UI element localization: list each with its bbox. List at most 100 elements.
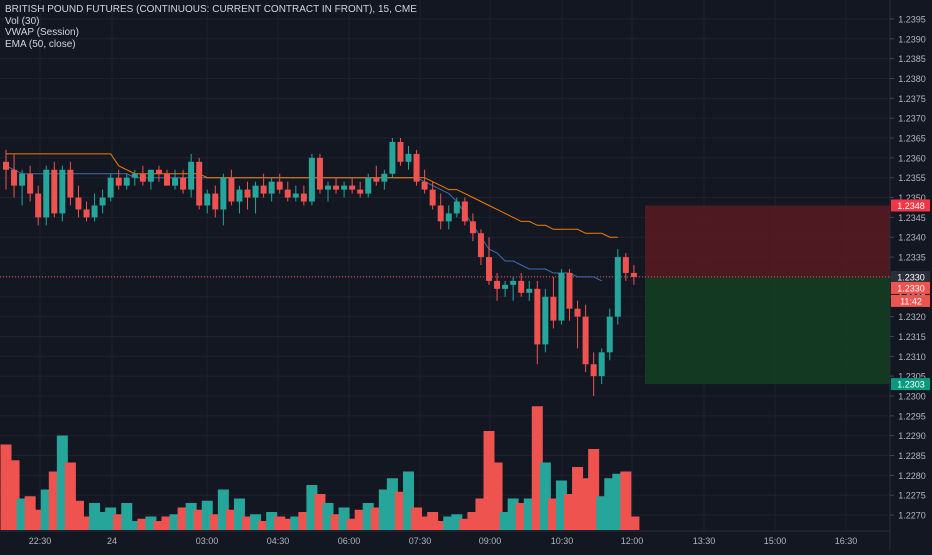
time-axis[interactable]: 22:30 24 03:00 04:30 06:00 07:30 09:00 10:30 12:…: [0, 530, 890, 546]
candle-body: [204, 193, 211, 206]
volume-bar: [314, 494, 326, 530]
volume-bar: [507, 498, 519, 530]
volume-bar: [193, 509, 205, 530]
volume-bar: [258, 521, 270, 530]
candle-body: [99, 197, 106, 206]
bar-countdown-label-bg: [891, 294, 930, 307]
volume-bar: [217, 489, 229, 530]
volume-bar: [81, 516, 92, 530]
price-axis[interactable]: 1.2395 1.2390 1.2385 1.2380 1.2375 1.2370 1.23…: [890, 14, 926, 521]
candle-body: [107, 177, 114, 198]
volume-bar: [419, 516, 431, 530]
volume-bar: [555, 480, 567, 530]
candle-body: [252, 185, 259, 198]
volume-bar: [225, 509, 237, 530]
candle-body: [582, 316, 589, 365]
candle-body: [276, 181, 283, 190]
indicator-vwap[interactable]: VWAP (Session): [5, 27, 79, 38]
candle-body: [429, 189, 436, 206]
take-profit-zone: [645, 276, 890, 385]
candle-body: [614, 257, 621, 317]
price-tick-label: 1.2305: [898, 372, 926, 382]
candle-body: [308, 157, 315, 202]
candle-body: [11, 169, 18, 186]
volume-bar: [386, 478, 398, 530]
volume-bar: [290, 516, 302, 530]
volume-bar: [483, 431, 495, 530]
price-tick-label: 1.2290: [898, 431, 926, 441]
indicator-volume[interactable]: Vol (30): [5, 15, 40, 27]
volume-bar: [588, 449, 600, 530]
candle-body: [461, 201, 468, 222]
indicator-ema[interactable]: EMA (50, close): [5, 38, 76, 50]
price-tick-label: 1.2270: [898, 511, 926, 521]
candle-body: [357, 189, 364, 194]
candle-body: [43, 169, 50, 218]
last-price-label-bg: [891, 281, 930, 294]
volume-bar: [564, 494, 575, 530]
volume-bar: [105, 507, 117, 530]
candle-body: [19, 173, 26, 186]
candle-body: [518, 280, 525, 293]
volume-bar: [16, 498, 28, 530]
candle-body: [260, 185, 267, 194]
candle-body: [526, 288, 533, 293]
target-price-label-bg: [891, 378, 930, 391]
volume-bar: [531, 406, 543, 530]
candle-body: [606, 316, 613, 353]
candle-body: [542, 296, 549, 345]
volume-bar: [266, 512, 278, 530]
volume-bar: [145, 516, 157, 530]
volume-bar: [467, 512, 479, 530]
price-tick-label: 1.2390: [898, 34, 926, 44]
volume-bar: [322, 503, 334, 530]
volume-bar: [129, 521, 141, 530]
volume-bar: [403, 471, 414, 530]
candle-body: [341, 185, 348, 190]
volume-bar: [370, 507, 382, 530]
time-tick-label: 12:00: [621, 536, 644, 546]
candle-body: [494, 280, 501, 289]
candle-body: [292, 193, 299, 198]
stop-price-label: 1.2348: [897, 201, 925, 211]
time-tick-label: 10:30: [551, 536, 574, 546]
candle-body: [212, 193, 219, 210]
candle-body: [333, 185, 340, 190]
candle-body: [381, 173, 388, 182]
price-tick-label: 1.2335: [898, 253, 926, 263]
volume-bar: [523, 498, 535, 530]
price-tick-label: 1.2385: [898, 54, 926, 64]
volume-bar: [427, 512, 439, 530]
time-tick-label: 13:30: [693, 536, 716, 546]
volume-bar: [64, 462, 76, 530]
candle-body: [123, 177, 130, 186]
volume-bar: [250, 514, 262, 530]
price-tick-label: 1.2285: [898, 451, 926, 461]
volume-bar: [153, 521, 165, 530]
candle-body: [349, 185, 356, 190]
time-tick-label: 03:00: [196, 536, 219, 546]
symbol-title[interactable]: BRITISH POUND FUTURES (CONTINUOUS: CURRE…: [5, 4, 417, 15]
candle-body: [550, 296, 557, 321]
candle-body: [196, 161, 203, 206]
volume-bar: [89, 503, 101, 530]
candle-body: [453, 201, 460, 214]
candle-body: [421, 181, 428, 190]
volume-bar: [137, 518, 149, 530]
candle-body: [477, 233, 484, 258]
volume-bar: [177, 507, 189, 530]
time-tick-label: 16:30: [835, 536, 858, 546]
price-tick-label: 1.2310: [898, 352, 926, 362]
volume-bar: [233, 498, 245, 530]
price-tick-label: 1.2365: [898, 134, 926, 144]
time-tick-label: 04:30: [267, 536, 290, 546]
entry-price-label-bg: [891, 270, 930, 283]
volume-bar: [443, 516, 455, 530]
volume-bar: [24, 496, 36, 530]
price-tick-label: 1.2340: [898, 233, 926, 243]
candle-body: [622, 257, 629, 273]
volume-bar: [499, 512, 511, 530]
